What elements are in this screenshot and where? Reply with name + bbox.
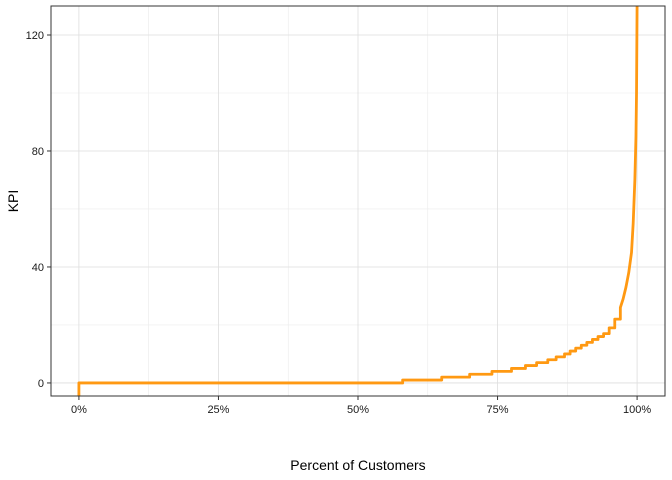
x-tick-label: 75%	[487, 404, 509, 416]
y-tick-label: 0	[38, 378, 44, 390]
major-gridlines	[51, 6, 665, 396]
kpi-step-line	[77, 5, 639, 396]
y-axis-ticks: 0 40 80 120	[26, 30, 51, 390]
y-tick-label: 80	[32, 146, 44, 158]
x-tick-label: 25%	[207, 404, 229, 416]
x-axis-title: Percent of Customers	[290, 457, 425, 473]
x-tick-label: 50%	[347, 404, 369, 416]
y-axis-title: KPI	[5, 190, 21, 213]
x-tick-label: 0%	[71, 404, 87, 416]
y-tick-label: 40	[32, 262, 44, 274]
x-axis-ticks: 0% 25% 50% 75% 100%	[71, 396, 651, 416]
y-tick-label: 120	[26, 30, 44, 42]
x-tick-label: 100%	[623, 404, 651, 416]
